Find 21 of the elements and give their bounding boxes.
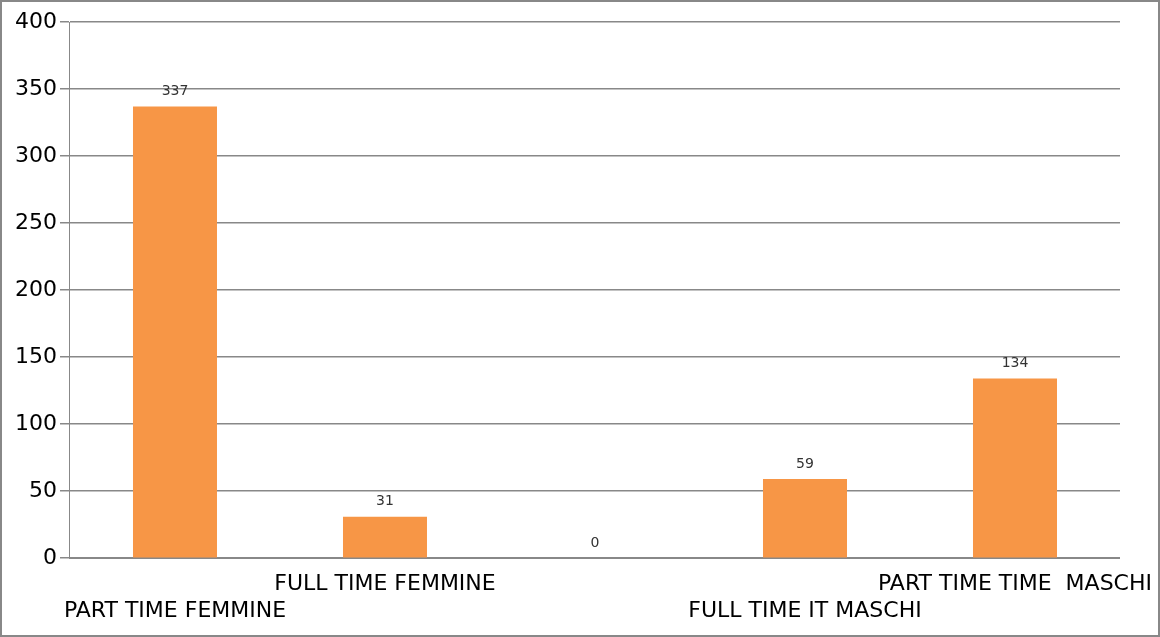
x-tick-label: PART TIME FEMMINE: [63, 596, 287, 622]
x-tick-label: FULL TIME IT MASCHI: [688, 596, 922, 622]
data-label: 31: [376, 492, 394, 509]
y-tick-label: 200: [14, 275, 57, 301]
bar: [762, 479, 847, 558]
y-tick-label: 0: [42, 543, 57, 569]
y-tick-label: 350: [14, 74, 57, 100]
bar: [972, 378, 1057, 558]
y-tick-label: 100: [14, 409, 57, 435]
y-tick-label: 300: [14, 141, 57, 167]
data-label: 134: [1001, 354, 1029, 371]
bar: [342, 516, 427, 558]
y-tick-label: 250: [14, 208, 57, 234]
x-tick-label: FULL TIME FEMMINE: [274, 570, 496, 596]
y-tick-label: 50: [28, 476, 57, 502]
data-label: 59: [796, 454, 814, 471]
data-label: 0: [590, 533, 600, 550]
bar: [132, 106, 217, 558]
y-tick-label: 150: [14, 342, 57, 368]
y-tick-label: 400: [14, 7, 57, 33]
x-tick-label: PART TIME TIME MASCHI: [877, 570, 1152, 596]
